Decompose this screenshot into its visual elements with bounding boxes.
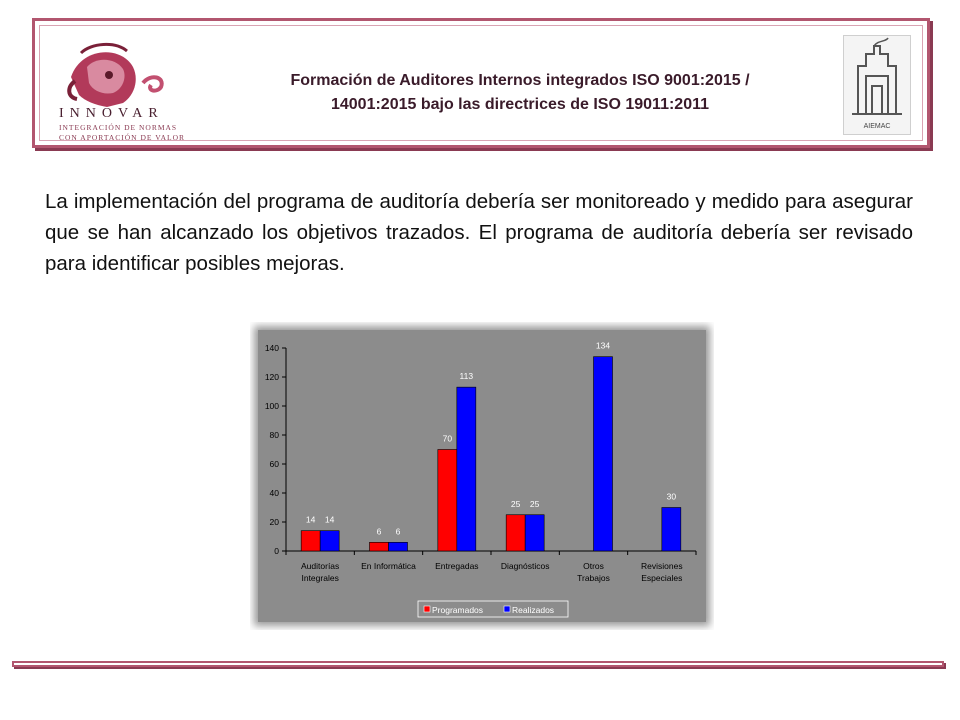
plot-background [286,348,696,551]
y-tick-label: 0 [274,546,279,556]
building-icon [852,37,902,115]
y-tick-label: 140 [265,343,279,353]
y-tick-label: 40 [270,488,280,498]
bar-realizados [593,356,613,552]
x-tick-label: Especiales [641,573,682,583]
legend-label-realizados: Realizados [512,605,554,615]
chart-plot-area: 0 20 40 60 80 100 120 140 Auditorías Integrales 14… [265,341,697,618]
body-paragraph: La implementación del programa de audito… [45,190,913,275]
bar-realizados [524,514,545,552]
logo-tagline-2: CON APORTACIÓN DE VALOR [59,132,185,142]
bar-realizados [661,507,682,552]
legend-box [417,600,569,618]
mask-icon [67,43,164,107]
x-tick-label: Otros [583,561,604,571]
x-tick-label: Auditorías [301,561,339,571]
bar-realizados [388,542,408,552]
logo-innovar-text: INNOVAR [59,106,164,121]
bar-programados [369,542,389,552]
x-tick-label: Trabajos [577,573,610,583]
bar-realizados [456,386,477,552]
x-tick-label: Diagnósticos [501,561,550,571]
x-tick-label: En Informática [361,561,416,571]
logo-tagline-1: INTEGRACIÓN DE NORMAS [59,122,177,132]
x-tick-label: Entregadas [435,561,478,571]
page-title: Formación de Auditores Internos integrad… [200,69,840,117]
data-label: 70 [443,434,453,444]
legend-label-programados: Programados [432,605,483,615]
data-label: 25 [530,499,540,509]
x-tick-label: Revisiones [641,561,683,571]
data-label: 30 [667,492,677,502]
title-line-1: Formación de Auditores Internos integrad… [290,72,750,89]
y-tick-label: 120 [265,372,279,382]
footer-divider [12,661,944,667]
innovar-logo: INNOVAR INTEGRACIÓN DE NORMAS CON APORTA… [59,43,185,142]
x-tick-label: Integrales [301,573,338,583]
bar-programados [300,530,321,552]
legend-swatch-realizados [503,605,511,613]
legend-swatch-programados [423,605,431,613]
y-tick-label: 60 [270,459,280,469]
bar-programados [437,449,458,552]
data-label: 113 [460,371,474,381]
y-tick-label: 80 [270,430,280,440]
title-line-2: 14001:2015 bajo las directrices de ISO 1… [330,96,710,113]
audit-bar-chart: 0 20 40 60 80 100 120 140 Auditorías Integrales 14… [254,326,710,626]
bar-programados [505,514,526,552]
data-label: 14 [325,515,335,525]
data-label: 14 [306,515,316,525]
y-tick-label: 20 [270,517,280,527]
data-label: 6 [396,526,401,536]
data-label: 25 [511,499,521,509]
aiemac-logo: AIEMAC [843,35,911,135]
data-label: 6 [377,526,382,536]
logo-aiemac-text: AIEMAC [864,123,891,130]
header-banner: INNOVAR INTEGRACIÓN DE NORMAS CON APORTA… [32,18,930,148]
data-label: 134 [596,341,610,351]
y-tick-label: 100 [265,401,279,411]
bar-realizados [319,530,340,552]
